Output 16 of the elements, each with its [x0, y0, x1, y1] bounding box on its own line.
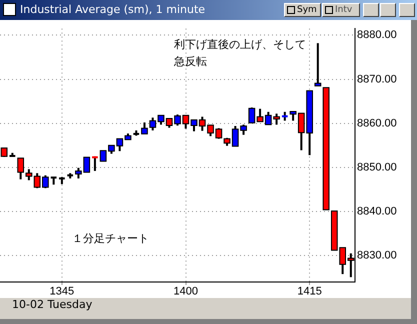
y-tick-label: 8880.00 [357, 29, 397, 42]
annotation: 利下げ直後の上げ、そして急反転 [174, 37, 307, 70]
x-tick-label: 1345 [50, 286, 74, 298]
y-tick-label: 8840.00 [357, 206, 397, 218]
y-tick-label: 8870.00 [357, 73, 397, 86]
chart-title: Industrial Average (sm), 1 minute [20, 3, 206, 16]
annotation: １分足チャート [72, 231, 149, 247]
x-tick-label: 1400 [174, 286, 198, 298]
x-tick-label: 1415 [297, 286, 322, 298]
text: 10-02 Tuesday [12, 298, 92, 311]
y-tick-label: 8850.00 [357, 161, 397, 174]
y-tick-label: 8860.00 [357, 117, 397, 130]
text: Intv [335, 5, 352, 15]
candlestick [92, 155, 98, 172]
text: Sym [297, 5, 317, 15]
y-tick-label: 8830.00 [357, 250, 397, 262]
